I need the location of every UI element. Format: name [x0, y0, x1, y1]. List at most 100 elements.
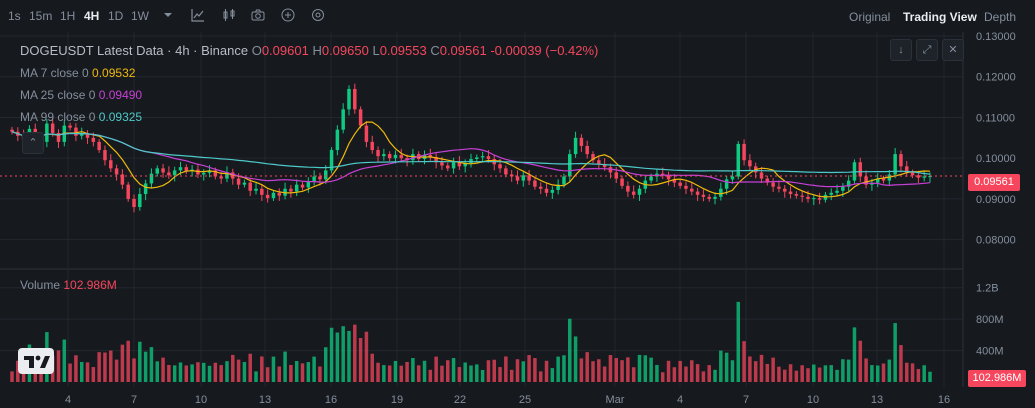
candle-body [730, 176, 735, 180]
volume-bar [684, 366, 688, 382]
volume-bar [597, 359, 601, 382]
volume-bar [573, 336, 578, 382]
candle-body [103, 150, 107, 161]
candle-body [515, 176, 520, 181]
volume-bar [655, 364, 659, 382]
candle-body [201, 172, 206, 175]
more-timeframes-chevron-icon[interactable] [161, 8, 175, 22]
volume-bar [783, 369, 787, 382]
candle-body [260, 188, 264, 195]
volume-bar [759, 354, 764, 382]
volume-bar [817, 367, 822, 382]
volume-bar [690, 360, 694, 382]
time-tick-label: 22 [454, 394, 466, 406]
candle-body [184, 167, 189, 172]
candle-body [161, 168, 165, 173]
volume-bar [289, 364, 293, 382]
volume-bar [893, 323, 897, 382]
volume-bar [457, 367, 462, 382]
timeframe-4h[interactable]: 4H [84, 9, 100, 23]
candle-body [858, 162, 863, 177]
volume-bar [585, 352, 589, 382]
volume-bar [201, 362, 206, 382]
volume-bar [550, 368, 555, 382]
view-depth[interactable]: Depth [984, 10, 1017, 24]
candle-body [550, 189, 555, 193]
candle-body [498, 164, 502, 169]
volume-bar [707, 365, 711, 382]
volume-bar [736, 301, 741, 382]
candle-body [225, 172, 229, 179]
ma99-legend: MA 99 close 0 0.09325 [20, 110, 142, 124]
candle-body [114, 168, 119, 175]
candle-body [178, 167, 183, 171]
candle-body [562, 176, 566, 185]
candle-body [707, 196, 711, 199]
volume-bar [132, 358, 136, 382]
candle-body [353, 88, 357, 110]
volume-bar [591, 361, 595, 382]
volume-bar [79, 361, 84, 382]
move-down-icon[interactable]: ↓ [890, 39, 912, 61]
volume-bar [283, 351, 287, 382]
candle-body [893, 154, 897, 175]
volume-bar [823, 365, 828, 382]
volume-bar [719, 350, 723, 382]
volume-bar [260, 356, 264, 382]
timeframe-1h[interactable]: 1H [60, 9, 76, 23]
collapse-legend-chevron-icon[interactable]: ⌃ [22, 132, 44, 154]
timeframe-1s[interactable]: 1s [8, 9, 21, 23]
candle-body [451, 162, 456, 169]
candle-body [666, 175, 671, 180]
add-indicator-plus-icon[interactable] [281, 8, 295, 22]
candle-body [509, 174, 514, 177]
volume-bar [794, 370, 799, 382]
volume-bar [480, 369, 485, 382]
candle-body [631, 191, 636, 195]
candle-body [56, 132, 61, 142]
volume-bar [748, 356, 752, 382]
candle-body [719, 188, 723, 197]
tradingview-logo[interactable] [18, 348, 54, 374]
volume-bar [422, 360, 427, 382]
candle-body [602, 164, 607, 168]
view-original[interactable]: Original [849, 10, 891, 24]
candle-body [213, 170, 218, 177]
ma99-label: MA 99 close 0 [20, 110, 96, 124]
candle-body [457, 162, 462, 167]
close-value: 0.09561 [439, 43, 487, 58]
indicator-icon[interactable] [191, 8, 205, 22]
timeframe-1w[interactable]: 1W [131, 9, 149, 23]
candle-body [364, 125, 369, 142]
candle-body [678, 182, 682, 186]
chart-legend-row: DOGEUSDT Latest Data · 4h · Binance O0.0… [20, 43, 598, 58]
candle-body [324, 170, 328, 180]
volume-tick-label: 800M [976, 314, 1004, 326]
candle-body [556, 184, 560, 190]
candlestick-chart[interactable]: 0.13000 0.12000 0.11000 0.10000 0.09000 0.080… [0, 32, 1035, 408]
volume-bar [213, 362, 218, 382]
last-price-tag: 0.09561 [968, 174, 1020, 191]
close-pane-icon[interactable]: ✕ [942, 39, 964, 61]
price-tick-label: 0.10000 [976, 153, 1016, 165]
volume-bar [68, 363, 72, 382]
volume-bar [370, 353, 374, 382]
candle-body [68, 125, 72, 128]
volume-bar [416, 365, 421, 382]
volume-bar [207, 365, 212, 382]
chart-type-candle-icon[interactable] [222, 8, 236, 22]
volume-bar [672, 367, 677, 382]
view-trading-view[interactable]: Trading View [903, 10, 977, 24]
screenshot-camera-icon[interactable] [251, 8, 265, 22]
timeframe-1d[interactable]: 1D [108, 9, 124, 23]
volume-bar [184, 365, 189, 382]
timeframe-15m[interactable]: 15m [29, 9, 53, 23]
candle-body [748, 160, 752, 167]
candle-body [608, 167, 613, 173]
volume-bar [358, 338, 363, 382]
candle-body [812, 198, 816, 200]
fullscreen-icon[interactable]: ⤢ [916, 39, 938, 61]
volume-value: 102.986M [63, 278, 117, 292]
settings-gear-icon[interactable] [311, 8, 325, 22]
time-tick-label: 10 [195, 394, 207, 406]
